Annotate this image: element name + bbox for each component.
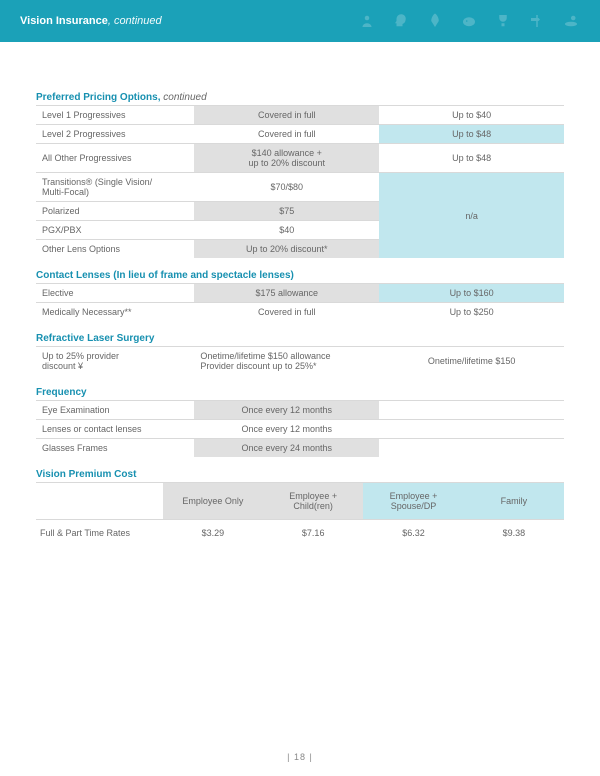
row-col2: $70/$80: [194, 173, 379, 202]
frequency-table: Eye Examination Once every 12 months Len…: [36, 400, 564, 457]
row-col3: [379, 439, 564, 458]
row-col2: Once every 12 months: [194, 401, 379, 420]
row-col2: Covered in full: [194, 125, 379, 144]
premium-header: Employee Only: [163, 483, 263, 520]
row-col2: Covered in full: [194, 106, 379, 125]
row-col2: Onetime/lifetime $150 allowance Provider…: [194, 347, 379, 376]
signpost-icon: [528, 12, 546, 30]
premium-value: $3.29: [163, 520, 263, 547]
header-icon-row: [358, 0, 580, 42]
row-label: Level 2 Progressives: [36, 125, 194, 144]
piggy-icon: [460, 12, 478, 30]
rocket-icon: [426, 12, 444, 30]
premium-header: Employee + Child(ren): [263, 483, 363, 520]
row-col2: Once every 24 months: [194, 439, 379, 458]
section-title-pricing-text: Preferred Pricing Options,: [36, 92, 160, 103]
table-row: Glasses Frames Once every 24 months: [36, 439, 564, 458]
table-row: Up to 25% provider discount ¥ Onetime/li…: [36, 347, 564, 376]
table-row: Transitions® (Single Vision/ Multi-Focal…: [36, 173, 564, 202]
row-col3-merged: n/a: [379, 173, 564, 259]
premium-header: Family: [464, 483, 564, 520]
row-col3: Up to $160: [379, 284, 564, 303]
section-title-pricing-cont: continued: [160, 92, 206, 103]
header-title-main: Vision Insurance: [20, 15, 108, 27]
row-col2: $40: [194, 221, 379, 240]
header-title: Vision Insurance, continued: [20, 15, 162, 27]
row-label: Elective: [36, 284, 194, 303]
row-col2: Covered in full: [194, 303, 379, 322]
premium-value: $7.16: [263, 520, 363, 547]
table-row: Medically Necessary** Covered in full Up…: [36, 303, 564, 322]
section-title-contacts: Contact Lenses (In lieu of frame and spe…: [36, 270, 564, 281]
row-label: Transitions® (Single Vision/ Multi-Focal…: [36, 173, 194, 202]
premium-row: Full & Part Time Rates $3.29 $7.16 $6.32…: [36, 520, 564, 547]
row-col3: Onetime/lifetime $150: [379, 347, 564, 376]
premium-value: $6.32: [363, 520, 463, 547]
row-col2: $175 allowance: [194, 284, 379, 303]
head-icon: [392, 12, 410, 30]
table-row: Level 1 Progressives Covered in full Up …: [36, 106, 564, 125]
row-col3: Up to $48: [379, 125, 564, 144]
row-label: All Other Progressives: [36, 144, 194, 173]
row-col2: Once every 12 months: [194, 420, 379, 439]
premium-header-blank: [36, 483, 163, 520]
row-col2: $140 allowance + up to 20% discount: [194, 144, 379, 173]
table-row: All Other Progressives $140 allowance + …: [36, 144, 564, 173]
table-row: Lenses or contact lenses Once every 12 m…: [36, 420, 564, 439]
premium-header: Employee + Spouse/DP: [363, 483, 463, 520]
premium-table: Employee Only Employee + Child(ren) Empl…: [36, 482, 564, 546]
coins-icon: [562, 12, 580, 30]
row-col3: [379, 420, 564, 439]
row-col3: [379, 401, 564, 420]
laser-table: Up to 25% provider discount ¥ Onetime/li…: [36, 346, 564, 375]
header-title-continued: , continued: [108, 15, 162, 27]
row-col3: Up to $40: [379, 106, 564, 125]
people-icon: [358, 12, 376, 30]
section-title-pricing: Preferred Pricing Options, continued: [36, 92, 564, 103]
table-row: Eye Examination Once every 12 months: [36, 401, 564, 420]
table-row: Level 2 Progressives Covered in full Up …: [36, 125, 564, 144]
row-label: Polarized: [36, 202, 194, 221]
row-label: Eye Examination: [36, 401, 194, 420]
row-label: PGX/PBX: [36, 221, 194, 240]
row-col2: Up to 20% discount*: [194, 240, 379, 259]
contacts-table: Elective $175 allowance Up to $160 Medic…: [36, 283, 564, 321]
table-row: Elective $175 allowance Up to $160: [36, 284, 564, 303]
row-label: Up to 25% provider discount ¥: [36, 347, 194, 376]
row-label: Glasses Frames: [36, 439, 194, 458]
page-number: | 18 |: [0, 752, 600, 762]
premium-value: $9.38: [464, 520, 564, 547]
trophy-icon: [494, 12, 512, 30]
page-header: Vision Insurance, continued: [0, 0, 600, 42]
row-label: Level 1 Progressives: [36, 106, 194, 125]
section-title-laser: Refractive Laser Surgery: [36, 333, 564, 344]
row-col3: Up to $48: [379, 144, 564, 173]
row-label: Other Lens Options: [36, 240, 194, 259]
pricing-table: Level 1 Progressives Covered in full Up …: [36, 105, 564, 258]
row-label: Lenses or contact lenses: [36, 420, 194, 439]
page-content: Preferred Pricing Options, continued Lev…: [0, 42, 600, 546]
row-label: Medically Necessary**: [36, 303, 194, 322]
premium-row-label: Full & Part Time Rates: [36, 520, 163, 547]
section-title-premium: Vision Premium Cost: [36, 469, 564, 480]
section-title-frequency: Frequency: [36, 387, 564, 398]
row-col3: Up to $250: [379, 303, 564, 322]
row-col2: $75: [194, 202, 379, 221]
premium-header-row: Employee Only Employee + Child(ren) Empl…: [36, 483, 564, 520]
